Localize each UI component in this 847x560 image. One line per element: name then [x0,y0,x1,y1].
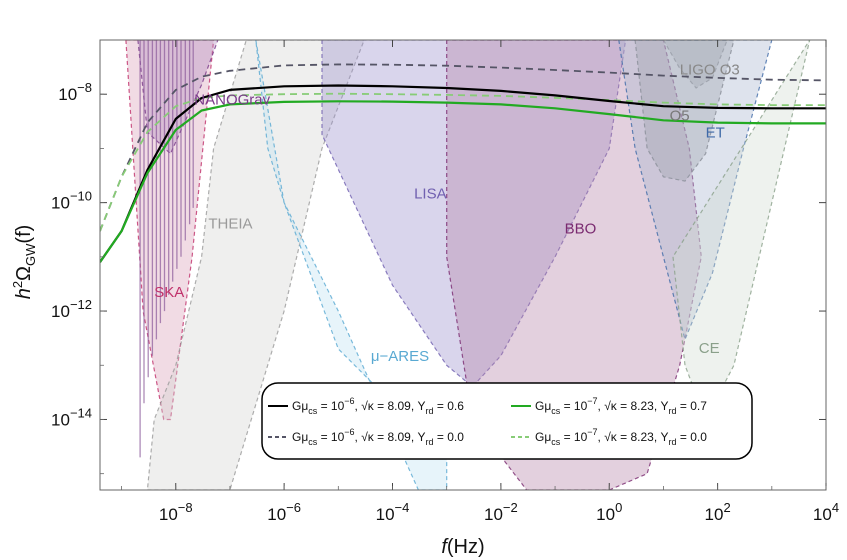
x-tick-label-4: 100 [596,500,622,524]
x-tick-label-3: 10−2 [484,500,518,524]
region-label-theia: THEIA [208,216,252,233]
legend-entry-0: Gμcs = 10−6, √κ = 8.09, Yrd = 0.6 [292,396,464,416]
x-tick-label-2: 10−4 [376,500,410,524]
region-label-ce: CE [699,340,720,357]
region-label-ligo-o3: LIGO O3 [680,62,740,79]
region-bbo [446,40,702,490]
plot-frame [99,39,827,491]
x-tick-label-0: 10−8 [159,500,193,524]
x-axis-label: f(Hz) [441,536,484,558]
legend: Gμcs = 10−6, √κ = 8.09, Yrd = 0.6 Gμcs = … [261,382,753,460]
region-theia [146,40,365,490]
series-line-1 [100,100,826,263]
region-label-lisa: LISA [414,185,447,202]
region-nanograv [137,40,219,155]
y-tick-label-2: 10−12 [51,297,92,321]
spectrum-curves [100,63,826,263]
x-tick-label-5: 102 [705,500,731,524]
region-et [618,40,773,342]
nanograv-spikes [139,40,194,458]
y-axis-label: h2ΩGW(f) [10,225,38,300]
series-line-2 [100,63,826,232]
region-label-ska: SKA [154,284,184,301]
series-line-3 [100,92,826,232]
region-lisa [321,40,627,388]
region-label-ares: μ−ARES [371,348,429,365]
series-line-0 [100,84,826,263]
region-ce [672,40,811,421]
x-tick-label-1: 10−6 [267,500,301,524]
y-tick-label-0: 10−8 [58,80,92,104]
y-tick-label-3: 10−14 [51,405,92,429]
region-label-bbo: BBO [565,221,597,238]
legend-entry-2: Gμcs = 10−6, √κ = 8.09, Yrd = 0.0 [292,427,464,447]
region-label-o5: O5 [670,107,690,124]
region-label-et: ET [706,124,725,141]
region-labels: SKA NANOGrav THEIA μ−ARES LISA BBO LIGO O3 O5 ET… [154,62,740,365]
detector-sensitivity-regions [125,40,811,490]
legend-entry-3: Gμcs = 10−7, √κ = 8.23, Yrd = 0.0 [535,427,707,447]
region-ligo-o3 [662,40,728,89]
axis-ticks: 10−8 10−6 10−4 10−2 100 102 104 10−8 10−10 10−12 1… [51,39,839,524]
legend-box [261,382,753,460]
region-label-nanograv: NANOGrav [194,91,270,108]
x-tick-label-6: 104 [813,500,839,524]
legend-entry-1: Gμcs = 10−7, √κ = 8.23, Yrd = 0.7 [535,396,707,416]
y-tick-label-1: 10−10 [51,189,92,213]
